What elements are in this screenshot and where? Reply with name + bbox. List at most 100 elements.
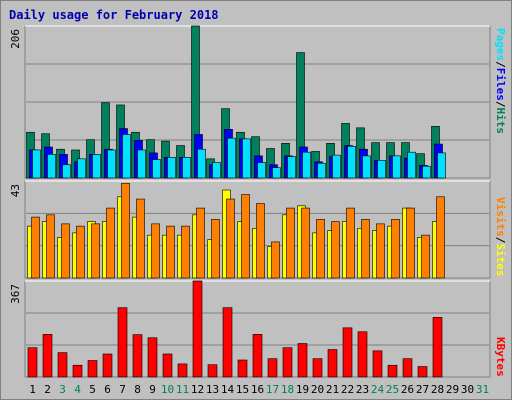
day-tick-label: 20 xyxy=(311,383,324,396)
kbytes-bar xyxy=(372,350,383,378)
kbytes-bar xyxy=(312,358,323,378)
day-tick-label: 11 xyxy=(176,383,189,396)
kbytes-bar xyxy=(342,327,353,378)
kbytes-bar xyxy=(327,349,338,378)
sites-bar xyxy=(106,207,115,279)
day-tick-label: 24 xyxy=(371,383,385,396)
visits-legend-entry: Visits xyxy=(494,197,507,237)
day-tick-label: 25 xyxy=(386,383,399,396)
sites-bar xyxy=(256,203,265,279)
kbytes-bar xyxy=(177,363,188,378)
sites-bar xyxy=(301,207,310,279)
day-tick-label: 14 xyxy=(221,383,235,396)
kbytes-legend-entry: KBytes xyxy=(494,337,507,377)
pages-bar xyxy=(257,162,266,179)
pages-bar xyxy=(167,157,176,179)
kbytes-bar xyxy=(87,360,98,378)
sites-bar xyxy=(406,207,415,279)
day-tick-label: 8 xyxy=(134,383,141,396)
sites-bar xyxy=(286,207,295,279)
hits-legend-entry: Hits xyxy=(494,108,507,135)
sites-bar xyxy=(316,219,325,279)
hits-legend-entry: Files xyxy=(494,68,507,101)
day-tick-label: 27 xyxy=(416,383,429,396)
kbytes-legend: KBytes xyxy=(494,337,507,377)
pages-bar xyxy=(272,167,281,179)
sites-bar xyxy=(331,221,340,279)
sites-bar xyxy=(361,219,370,279)
pages-bar xyxy=(242,138,251,179)
pages-bar xyxy=(227,137,236,179)
day-tick-label: 23 xyxy=(356,383,369,396)
kbytes-bar xyxy=(357,331,368,378)
sites-bar xyxy=(211,219,220,279)
kbytes-bar xyxy=(192,280,203,378)
visits-ymax-label: 43 xyxy=(9,184,22,197)
day-tick-label: 9 xyxy=(149,383,156,396)
kbytes-bar xyxy=(162,353,173,378)
sites-bar xyxy=(196,207,205,279)
hits-legend-entry: Pages xyxy=(494,28,507,61)
day-tick-label: 30 xyxy=(461,383,474,396)
day-tick-label: 7 xyxy=(119,383,126,396)
sites-bar xyxy=(421,234,430,279)
day-tick-label: 10 xyxy=(161,383,174,396)
day-tick-label: 1 xyxy=(29,383,36,396)
pages-bar xyxy=(122,134,131,179)
kbytes-bar xyxy=(432,317,443,378)
kbytes-bar xyxy=(267,358,278,378)
sites-bar xyxy=(436,196,445,279)
kbytes-bar xyxy=(417,366,428,378)
sites-bar xyxy=(151,223,160,279)
sites-bar xyxy=(376,223,385,279)
kbytes-ymax-label: 367 xyxy=(9,284,22,304)
day-tick-label: 29 xyxy=(446,383,459,396)
pages-bar xyxy=(152,159,161,179)
pages-bar xyxy=(77,158,86,179)
day-tick-label: 17 xyxy=(266,383,279,396)
kbytes-bar xyxy=(222,307,233,378)
pages-bar xyxy=(332,154,341,179)
day-tick-label: 18 xyxy=(281,383,294,396)
sites-bar xyxy=(91,223,100,279)
kbytes-bar xyxy=(387,364,398,378)
day-tick-label: 22 xyxy=(341,383,354,396)
chart-title: Daily usage for February 2018 xyxy=(9,8,219,22)
day-tick-label: 28 xyxy=(431,383,444,396)
day-tick-label: 2 xyxy=(44,383,51,396)
day-tick-label: 3 xyxy=(59,383,66,396)
sites-bar xyxy=(241,194,250,279)
sites-bar xyxy=(391,219,400,279)
pages-bar xyxy=(302,151,311,179)
kbytes-bar xyxy=(297,343,308,378)
day-tick-label: 6 xyxy=(104,383,111,396)
sites-bar xyxy=(76,225,85,279)
pages-bar xyxy=(32,149,41,179)
pages-bar xyxy=(437,152,446,179)
pages-bar xyxy=(422,165,431,179)
kbytes-bar xyxy=(252,334,263,378)
sites-bar xyxy=(166,225,175,279)
pages-bar xyxy=(197,148,206,179)
day-tick-label: 19 xyxy=(296,383,309,396)
day-tick-label: 5 xyxy=(89,383,96,396)
visits-legend-entry: / xyxy=(494,237,507,244)
sites-bar xyxy=(271,241,280,279)
pages-bar xyxy=(392,155,401,179)
day-tick-label: 12 xyxy=(191,383,204,396)
sites-bar xyxy=(346,207,355,279)
pages-bar xyxy=(407,151,416,179)
kbytes-bar xyxy=(72,364,83,378)
kbytes-bar xyxy=(102,353,113,378)
kbytes-bar xyxy=(27,347,38,378)
hits-ymax-label: 206 xyxy=(9,29,22,49)
kbytes-bar xyxy=(57,352,68,378)
sites-bar xyxy=(121,182,130,279)
sites-bar xyxy=(136,198,145,279)
kbytes-bar xyxy=(237,359,248,378)
kbytes-bar xyxy=(207,364,218,378)
day-tick-label: 16 xyxy=(251,383,264,396)
pages-bar xyxy=(62,164,71,179)
day-tick-label: 13 xyxy=(206,383,219,396)
